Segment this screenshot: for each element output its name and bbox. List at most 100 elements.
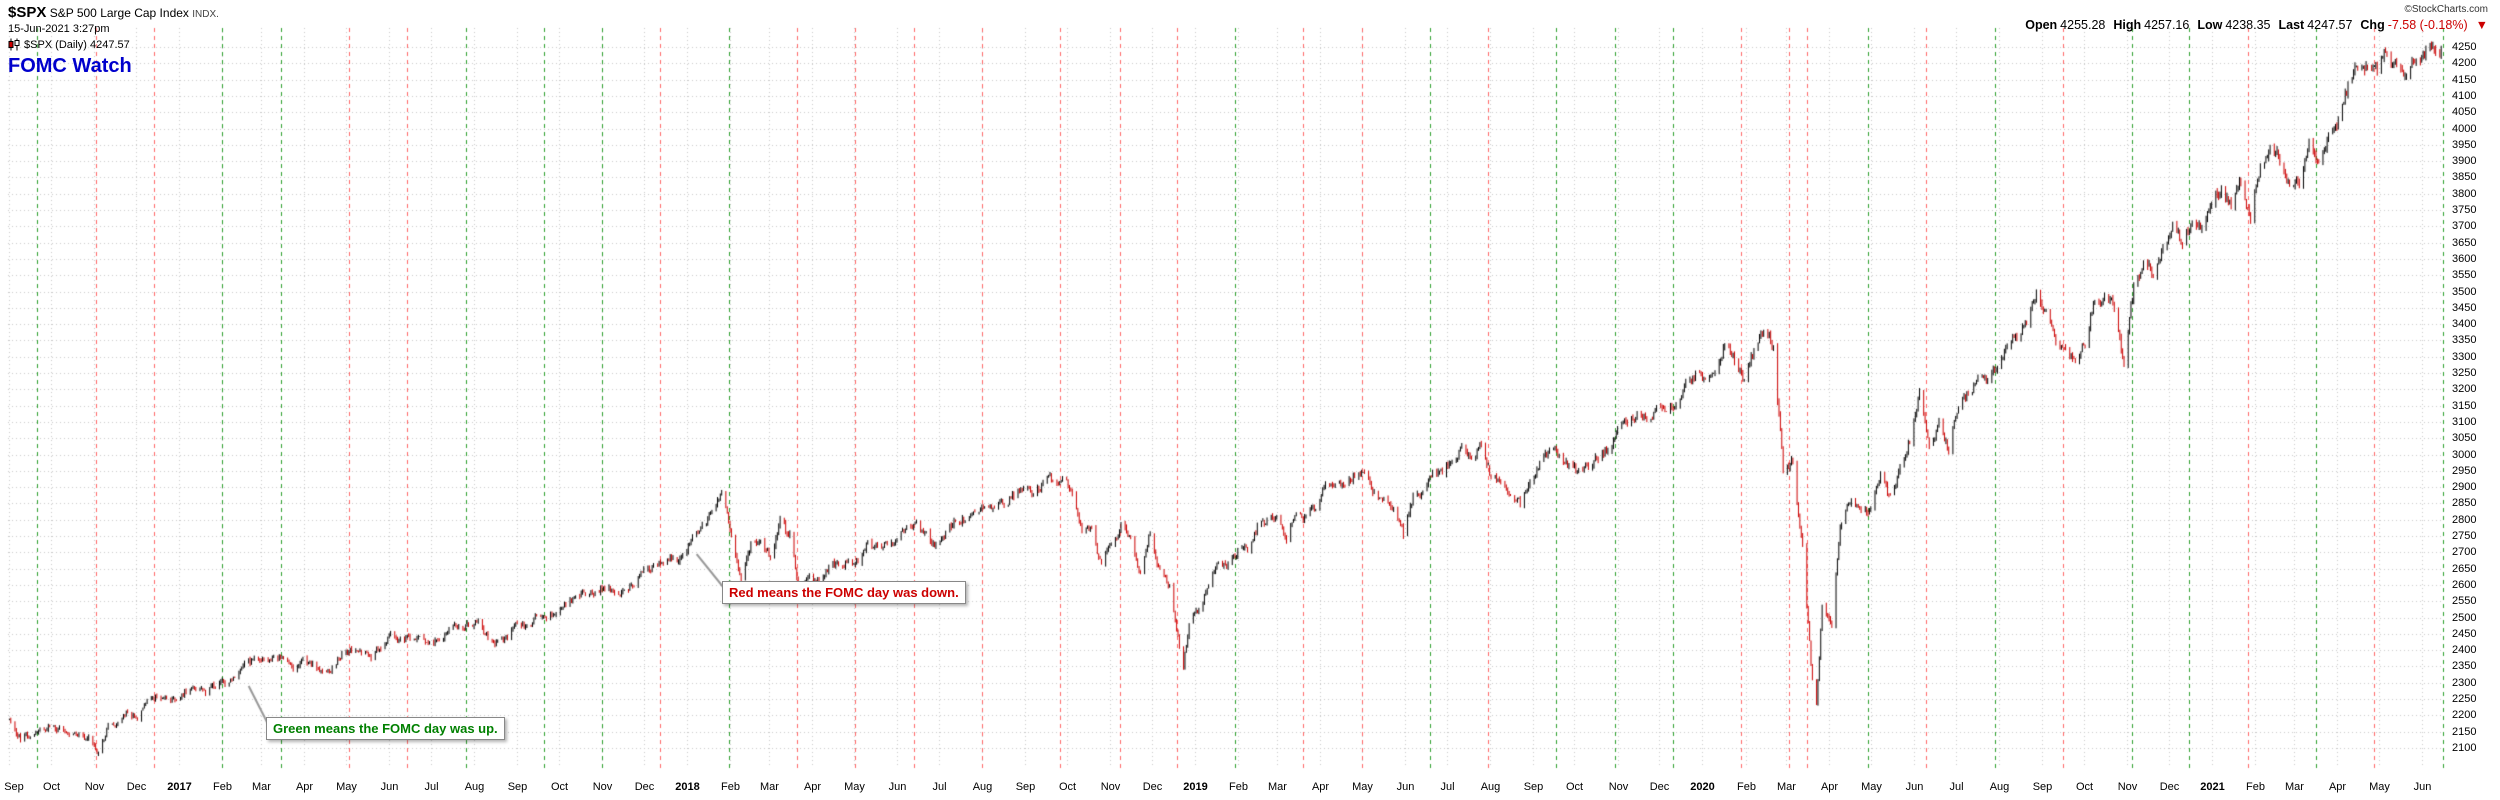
y-axis-label: 2350	[2452, 659, 2477, 672]
y-axis-label: 2700	[2452, 545, 2477, 558]
symbol-ticker: $SPX	[8, 4, 47, 21]
y-axis-label: 2400	[2452, 643, 2477, 656]
x-axis-month-label: Aug	[1480, 781, 1501, 793]
y-axis-label: 3950	[2452, 138, 2477, 151]
y-axis-label: 4000	[2452, 122, 2477, 135]
y-axis-label: 3700	[2452, 219, 2477, 232]
y-axis-label: 3750	[2452, 203, 2477, 216]
x-axis-month-label: May	[1861, 781, 1882, 793]
x-axis-month-label: Dec	[126, 781, 147, 793]
candlestick-icon	[8, 38, 20, 51]
open-label: Open	[2025, 18, 2058, 32]
x-axis-month-label: Nov	[2117, 781, 2138, 793]
x-axis-month-label: Sep	[1015, 781, 1036, 793]
fomc-up-note: Green means the FOMC day was up.	[266, 717, 505, 740]
x-axis-month-label: Mar	[1777, 781, 1796, 793]
x-axis-month-label: Oct	[1565, 781, 1584, 793]
x-axis-month-label: Mar	[252, 781, 271, 793]
x-axis-month-label: May	[1352, 781, 1373, 793]
y-axis-label: 3850	[2452, 170, 2477, 183]
x-axis-month-label: Oct	[550, 781, 569, 793]
x-axis-month-label: Nov	[1608, 781, 1629, 793]
x-axis-month-label: Oct	[2075, 781, 2094, 793]
x-axis-month-label: Oct	[42, 781, 61, 793]
x-axis-month-label: Sep	[4, 781, 24, 793]
x-axis-year-label: 2018	[675, 781, 700, 793]
y-axis-label: 3300	[2452, 350, 2477, 363]
y-axis-label: 3800	[2452, 187, 2477, 200]
y-axis-label: 3200	[2452, 382, 2477, 395]
y-axis-label: 4250	[2452, 40, 2477, 53]
y-axis-label: 2250	[2452, 692, 2477, 705]
x-axis-month-label: Sep	[2032, 781, 2053, 793]
x-axis-month-label: Feb	[1737, 781, 1756, 793]
y-axis-label: 2750	[2452, 529, 2477, 542]
x-axis-month-label: Dec	[1649, 781, 1670, 793]
x-axis-month-label: Aug	[972, 781, 993, 793]
x-axis-month-label: Feb	[721, 781, 740, 793]
y-axis-label: 3000	[2452, 448, 2477, 461]
high-label: High	[2113, 18, 2142, 32]
quote-summary: Open 4255.28 High 4257.16 Low 4238.35 Last 4247…	[2025, 18, 2488, 32]
x-axis-month-label: Aug	[1989, 781, 2010, 793]
x-axis-month-label: May	[2369, 781, 2390, 793]
y-axis-label: 3450	[2452, 301, 2477, 314]
y-axis-label: 3150	[2452, 399, 2477, 412]
x-axis-year-label: 2020	[1690, 781, 1715, 793]
x-axis-month-label: Nov	[1100, 781, 1121, 793]
y-axis-label: 2200	[2452, 708, 2477, 721]
x-axis-year-label: 2021	[2200, 781, 2225, 793]
x-axis-month-label: Apr	[1820, 781, 1839, 793]
y-axis-label: 2100	[2452, 741, 2477, 754]
y-axis-label: 3050	[2452, 431, 2477, 444]
y-axis-label: 3600	[2452, 252, 2477, 265]
y-axis-label: 2550	[2452, 594, 2477, 607]
change-down-arrow-icon: ▼	[2475, 18, 2488, 32]
y-axis-label: 2650	[2452, 562, 2477, 575]
chg-value: -7.58 (-0.18%)	[2387, 18, 2468, 32]
series-legend-text: $SPX (Daily) 4247.57	[24, 38, 130, 51]
y-axis-label: 2500	[2452, 611, 2477, 624]
series-legend: $SPX (Daily) 4247.57	[8, 38, 130, 51]
y-axis-label: 4050	[2452, 105, 2477, 118]
x-axis-month-label: Mar	[2285, 781, 2304, 793]
x-axis-month-label: Feb	[1229, 781, 1248, 793]
x-axis-month-label: May	[336, 781, 357, 793]
low-value: 4238.35	[2225, 18, 2271, 32]
quote-datetime: 15-Jun-2021 3:27pm	[8, 23, 110, 35]
y-axis-label: 2950	[2452, 464, 2477, 477]
x-axis-month-label: Jun	[1396, 781, 1415, 793]
x-axis-month-label: Dec	[2159, 781, 2180, 793]
y-axis-label: 3400	[2452, 317, 2477, 330]
y-axis-label: 2850	[2452, 496, 2477, 509]
y-axis-label: 2300	[2452, 676, 2477, 689]
x-axis-month-label: Aug	[464, 781, 485, 793]
x-axis-month-label: Sep	[1523, 781, 1544, 793]
y-axis-label: 3550	[2452, 268, 2477, 281]
y-axis-label: 3650	[2452, 236, 2477, 249]
x-axis-month-label: Jul	[1949, 781, 1964, 793]
fomc-down-note: Red means the FOMC day was down.	[722, 581, 966, 604]
x-axis-month-label: Feb	[213, 781, 232, 793]
x-axis-month-label: Oct	[1058, 781, 1077, 793]
x-axis-month-label: Mar	[760, 781, 779, 793]
last-value: 4247.57	[2307, 18, 2353, 32]
x-axis-month-label: Dec	[1142, 781, 1163, 793]
x-axis-month-label: Mar	[1268, 781, 1287, 793]
x-axis-month-label: Sep	[507, 781, 528, 793]
x-axis-month-label: May	[844, 781, 865, 793]
y-axis-label: 3900	[2452, 154, 2477, 167]
symbol-exchange: INDX.	[192, 9, 219, 20]
last-label: Last	[2278, 18, 2305, 32]
y-axis-label: 2900	[2452, 480, 2477, 493]
y-axis-label: 3500	[2452, 285, 2477, 298]
x-axis-month-label: Jun	[2413, 781, 2432, 793]
x-axis-month-label: Jun	[888, 781, 907, 793]
x-axis-month-label: Nov	[592, 781, 613, 793]
y-axis-label: 3350	[2452, 333, 2477, 346]
high-value: 4257.16	[2144, 18, 2190, 32]
copyright: ©StockCharts.com	[2404, 4, 2488, 15]
x-axis-month-label: Dec	[634, 781, 655, 793]
